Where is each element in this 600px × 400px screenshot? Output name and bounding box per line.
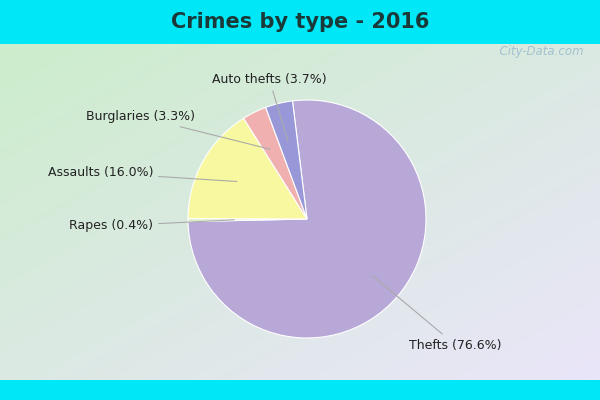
Text: Crimes by type - 2016: Crimes by type - 2016 xyxy=(171,12,429,32)
Text: Assaults (16.0%): Assaults (16.0%) xyxy=(47,166,237,182)
Wedge shape xyxy=(266,101,307,219)
Wedge shape xyxy=(188,218,307,222)
Wedge shape xyxy=(188,118,307,219)
Wedge shape xyxy=(244,108,307,219)
Text: Thefts (76.6%): Thefts (76.6%) xyxy=(373,276,502,352)
Wedge shape xyxy=(188,100,426,338)
Text: Auto thefts (3.7%): Auto thefts (3.7%) xyxy=(212,72,326,142)
Text: Rapes (0.4%): Rapes (0.4%) xyxy=(69,220,234,232)
Text: City-Data.com: City-Data.com xyxy=(492,46,584,58)
Text: Burglaries (3.3%): Burglaries (3.3%) xyxy=(86,110,270,149)
